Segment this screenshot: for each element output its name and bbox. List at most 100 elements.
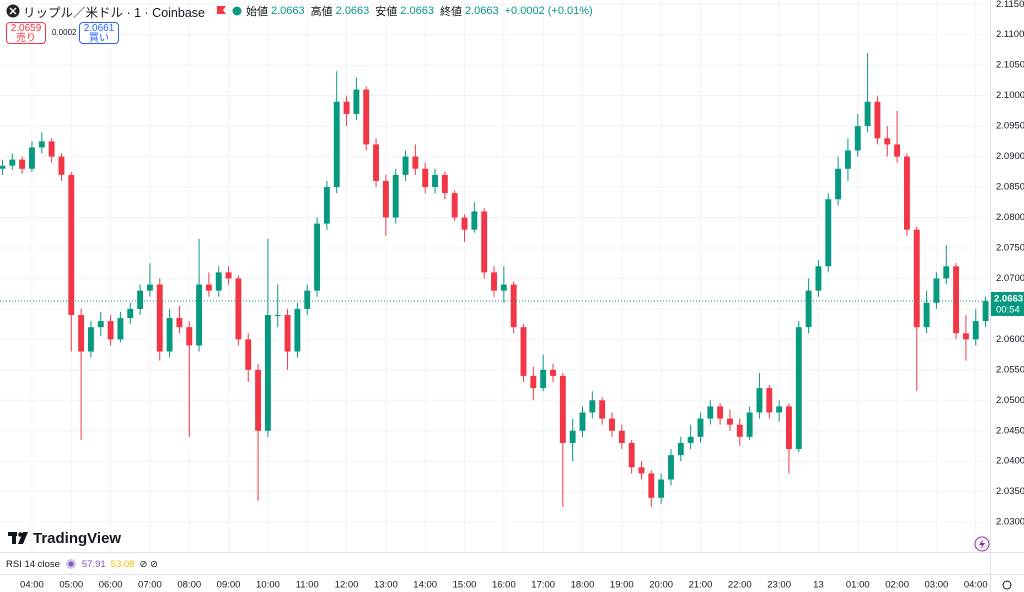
candle-body bbox=[520, 327, 527, 376]
candle-body bbox=[746, 412, 753, 437]
candle-body bbox=[658, 479, 665, 498]
buy-price: 2.0661 bbox=[83, 23, 115, 34]
x-tick-label: 05:00 bbox=[59, 580, 83, 591]
x-tick-label: 15:00 bbox=[453, 580, 477, 591]
candle-body bbox=[874, 101, 881, 139]
candle-body bbox=[854, 126, 861, 151]
brand-logo bbox=[8, 532, 28, 544]
low-label: 安値 bbox=[375, 6, 398, 18]
x-tick-label: 22:00 bbox=[728, 580, 752, 591]
alert-icon[interactable] bbox=[979, 539, 985, 549]
countdown: 00:54 bbox=[996, 304, 1020, 315]
y-tick-label: 2.0450 bbox=[996, 425, 1024, 436]
candle-body bbox=[481, 211, 488, 273]
candle-body bbox=[205, 284, 212, 291]
sell-label: 売り bbox=[16, 33, 36, 44]
candle-body bbox=[137, 290, 144, 309]
header: リップル／米ドル · 1 · Coinbase 始値 2.0663 高値 2.066… bbox=[6, 2, 596, 20]
indicator-icon bbox=[65, 559, 76, 569]
symbol-icon bbox=[6, 4, 20, 18]
candle-body bbox=[628, 442, 635, 468]
indicator-value: 57.91 bbox=[81, 558, 106, 570]
candle-body bbox=[58, 156, 65, 175]
sell-price: 2.0659 bbox=[10, 23, 42, 34]
candle-body bbox=[87, 327, 94, 352]
candle-body bbox=[736, 424, 743, 437]
sell-button[interactable]: 2.0659 売り bbox=[6, 22, 46, 44]
candle-body bbox=[255, 369, 262, 431]
candle-body bbox=[579, 412, 586, 431]
candles bbox=[0, 53, 989, 507]
candle-body bbox=[540, 369, 547, 389]
candle-body bbox=[894, 144, 901, 157]
candle-body bbox=[923, 302, 930, 328]
candle-body bbox=[776, 406, 783, 413]
candle-body bbox=[766, 388, 773, 413]
candle-body bbox=[471, 211, 478, 230]
candle-body bbox=[668, 455, 674, 480]
status-dot bbox=[232, 6, 242, 16]
y-tick-label: 2.0550 bbox=[996, 364, 1024, 375]
buy-label: 買い bbox=[89, 33, 109, 44]
candle-body bbox=[815, 266, 822, 291]
candle-body bbox=[68, 174, 75, 315]
x-tick-label: 08:00 bbox=[177, 580, 201, 591]
candle-body bbox=[697, 418, 704, 437]
high-value: 2.0663 bbox=[335, 5, 370, 17]
candle-body bbox=[186, 327, 193, 346]
candle-body bbox=[29, 147, 35, 169]
y-tick-label: 2.0350 bbox=[996, 486, 1024, 497]
candle-body bbox=[972, 321, 979, 340]
close-value: 2.0663 bbox=[464, 5, 499, 17]
candle-body bbox=[382, 180, 389, 218]
candle-body bbox=[19, 159, 26, 169]
brand: TradingView bbox=[33, 530, 121, 547]
candle-body bbox=[609, 418, 615, 431]
y-tick-label: 2.0300 bbox=[996, 517, 1024, 528]
indicator-value: 53.08 bbox=[110, 558, 135, 570]
candle-body bbox=[913, 229, 920, 328]
y-tick-label: 2.1000 bbox=[996, 90, 1024, 101]
candle-body bbox=[264, 314, 271, 431]
candle-body bbox=[235, 278, 242, 340]
candle-body bbox=[500, 284, 507, 291]
x-tick-label: 06:00 bbox=[99, 580, 123, 591]
candle-body bbox=[284, 314, 291, 352]
candle-body bbox=[146, 284, 153, 291]
candle-body bbox=[599, 400, 606, 419]
candle-body bbox=[953, 266, 960, 334]
y-tick-label: 2.0950 bbox=[996, 121, 1024, 132]
x-tick-label: 23:00 bbox=[767, 580, 791, 591]
open-value: 2.0663 bbox=[270, 5, 305, 17]
candle-body bbox=[884, 138, 891, 145]
candle-body bbox=[48, 141, 55, 157]
candle-body bbox=[294, 308, 301, 352]
x-tick-label: 13 bbox=[813, 580, 824, 591]
market-flag bbox=[216, 6, 226, 14]
candle-body bbox=[333, 101, 340, 188]
candle-body bbox=[707, 406, 714, 419]
indicator-name: RSI 14 close bbox=[6, 558, 60, 570]
x-tick-label: 16:00 bbox=[492, 580, 516, 591]
candle-body bbox=[166, 318, 173, 352]
close-label: 終値 bbox=[439, 6, 462, 18]
x-tick-label: 01:00 bbox=[846, 580, 870, 591]
candle-body bbox=[933, 278, 940, 303]
x-tick-label: 09:00 bbox=[217, 580, 241, 591]
candle-body bbox=[864, 101, 871, 127]
x-tick-label: 13:00 bbox=[374, 580, 398, 591]
y-tick-label: 2.0900 bbox=[996, 151, 1024, 162]
candle-body bbox=[78, 314, 85, 352]
alert-icon[interactable] bbox=[974, 536, 990, 552]
candle-body bbox=[756, 388, 763, 413]
candle-body bbox=[559, 375, 566, 443]
indicator-controls[interactable]: ⊘ ⊘ bbox=[139, 558, 158, 570]
last-price-box bbox=[991, 291, 1024, 316]
buy-button[interactable]: 2.0661 買い bbox=[79, 22, 119, 44]
candle-body bbox=[982, 300, 989, 322]
candle-body bbox=[569, 430, 576, 443]
y-tick-label: 2.0850 bbox=[996, 182, 1024, 193]
settings-icon[interactable] bbox=[1002, 580, 1012, 590]
